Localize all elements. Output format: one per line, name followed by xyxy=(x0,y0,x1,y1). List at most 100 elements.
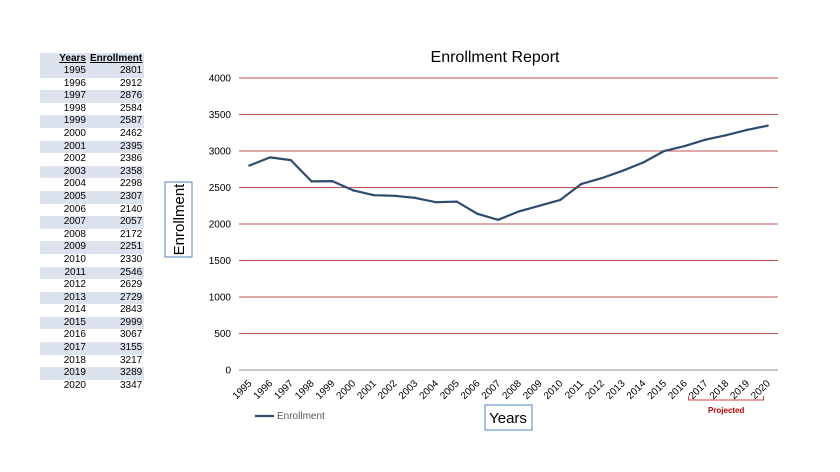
y-tick-label: 2500 xyxy=(209,183,232,194)
table-row: 2005 2307 xyxy=(40,190,145,204)
years-column-header: Years xyxy=(40,53,88,65)
table-cell-enrollment: 2307 xyxy=(88,190,145,204)
table-cell-enrollment: 2140 xyxy=(88,203,145,217)
table-row: 1996 2912 xyxy=(40,77,145,91)
data-point xyxy=(372,193,375,197)
table-row: 2017 3155 xyxy=(40,342,145,355)
x-tick-label: 1995 xyxy=(231,378,255,402)
data-point xyxy=(268,156,272,159)
data-point xyxy=(745,128,749,132)
data-point xyxy=(600,176,603,180)
projected-label: Projected xyxy=(708,406,745,415)
y-axis-title-box xyxy=(164,181,193,258)
data-point xyxy=(704,138,707,141)
gridlines xyxy=(239,77,778,371)
table-cell-year: 2017 xyxy=(40,342,88,355)
data-point xyxy=(559,198,562,202)
enrollment-column-header: Enrollment xyxy=(88,53,145,65)
table-cell-enrollment: 2386 xyxy=(88,153,145,166)
table-cell-enrollment: 2912 xyxy=(88,77,145,91)
data-point xyxy=(289,158,293,162)
table-cell-enrollment: 3289 xyxy=(88,367,145,380)
table-row: 2010 2330 xyxy=(40,253,145,267)
table-cell-enrollment: 3067 xyxy=(88,329,145,343)
table-header-row: Years Enrollment xyxy=(40,53,145,65)
table-row: 1998 2584 xyxy=(40,102,145,116)
series-line-enrollment xyxy=(248,124,768,221)
data-point xyxy=(414,196,417,200)
table-cell-year: 2008 xyxy=(40,228,88,242)
y-tick-label: 3500 xyxy=(209,110,232,121)
table-cell-year: 2018 xyxy=(40,354,88,368)
table-cell-year: 1997 xyxy=(40,90,88,103)
table-cell-enrollment: 2587 xyxy=(88,115,145,128)
table-row: 2001 2395 xyxy=(40,140,145,154)
data-point xyxy=(621,169,624,172)
chart-title: Enrollment Report xyxy=(431,49,561,66)
x-tick-label: 2000 xyxy=(335,378,359,402)
table-row: 1997 2876 xyxy=(40,90,145,103)
table-cell-year: 1996 xyxy=(40,77,88,91)
x-tick-label: 2006 xyxy=(459,378,483,402)
table-cell-enrollment: 2251 xyxy=(88,241,145,254)
data-point xyxy=(766,124,769,127)
enrollment-data-table-wrapper: Years Enrollment 1995 2801 1996 2912 1997 287… xyxy=(40,53,145,393)
y-tick-label: 0 xyxy=(225,366,231,377)
x-axis-title-box xyxy=(484,404,533,431)
legend-label-enrollment: Enrollment xyxy=(277,411,325,422)
table-row: 2008 2172 xyxy=(40,228,145,242)
x-tick-label: 2020 xyxy=(749,378,773,402)
x-tick-label: 2017 xyxy=(687,378,711,402)
table-cell-year: 1999 xyxy=(40,115,88,128)
data-point xyxy=(476,212,479,215)
table-row: 2007 2057 xyxy=(40,216,145,229)
y-axis-ticks: 0 500 1000 1500 2000 2500 3000 3500 4000 xyxy=(209,74,232,377)
x-tick-label: 2012 xyxy=(583,378,607,402)
table-cell-enrollment: 3347 xyxy=(88,379,145,393)
x-tick-label: 1997 xyxy=(272,378,296,402)
enrollment-data-table: Years Enrollment 1995 2801 1996 2912 1997 287… xyxy=(40,53,145,393)
y-tick-label: 500 xyxy=(214,329,231,340)
table-cell-enrollment: 2629 xyxy=(88,279,145,292)
data-point xyxy=(662,149,666,153)
table-cell-year: 2014 xyxy=(40,304,88,317)
table-row: 2009 2251 xyxy=(40,241,145,254)
table-cell-enrollment: 2462 xyxy=(88,127,145,141)
x-tick-label: 2008 xyxy=(500,378,524,402)
x-axis-ticks: 1995199619971998199920002001200220032004… xyxy=(231,378,773,402)
projected-bracket xyxy=(688,396,765,401)
x-tick-label: 2005 xyxy=(438,378,462,402)
x-axis-title: Years xyxy=(489,410,527,427)
x-tick-label: 2001 xyxy=(355,378,379,402)
table-cell-year: 2011 xyxy=(40,266,88,280)
x-tick-label: 2002 xyxy=(376,378,400,402)
table-cell-year: 2015 xyxy=(40,316,88,330)
y-tick-label: 2000 xyxy=(209,220,232,231)
table-cell-enrollment: 2546 xyxy=(88,266,145,280)
table-cell-enrollment: 2298 xyxy=(88,178,145,191)
data-point xyxy=(393,194,396,198)
table-cell-enrollment: 2358 xyxy=(88,165,145,179)
x-tick-label: 2010 xyxy=(542,378,566,402)
table-cell-year: 2010 xyxy=(40,253,88,267)
y-tick-label: 1500 xyxy=(209,256,232,267)
series-layer xyxy=(248,124,769,222)
table-row: 1995 2801 xyxy=(40,65,145,78)
table-row: 1999 2587 xyxy=(40,115,145,128)
y-tick-label: 4000 xyxy=(209,74,232,85)
x-tick-label: 2018 xyxy=(708,378,732,402)
table-cell-year: 2004 xyxy=(40,178,88,191)
table-cell-enrollment: 3217 xyxy=(88,354,145,368)
table-cell-enrollment: 2057 xyxy=(88,216,145,229)
data-point xyxy=(496,218,500,222)
y-tick-label: 3000 xyxy=(209,147,232,158)
table-row: 2004 2298 xyxy=(40,178,145,191)
table-cell-enrollment: 2395 xyxy=(88,140,145,154)
data-point xyxy=(517,210,521,213)
table-cell-year: 2005 xyxy=(40,190,88,204)
x-tick-label: 2013 xyxy=(604,378,628,402)
table-cell-year: 1998 xyxy=(40,102,88,116)
table-row: 2002 2386 xyxy=(40,153,145,166)
table-body: 1995 2801 1996 2912 1997 2876 1998 2584 1999 2587… xyxy=(40,65,145,393)
